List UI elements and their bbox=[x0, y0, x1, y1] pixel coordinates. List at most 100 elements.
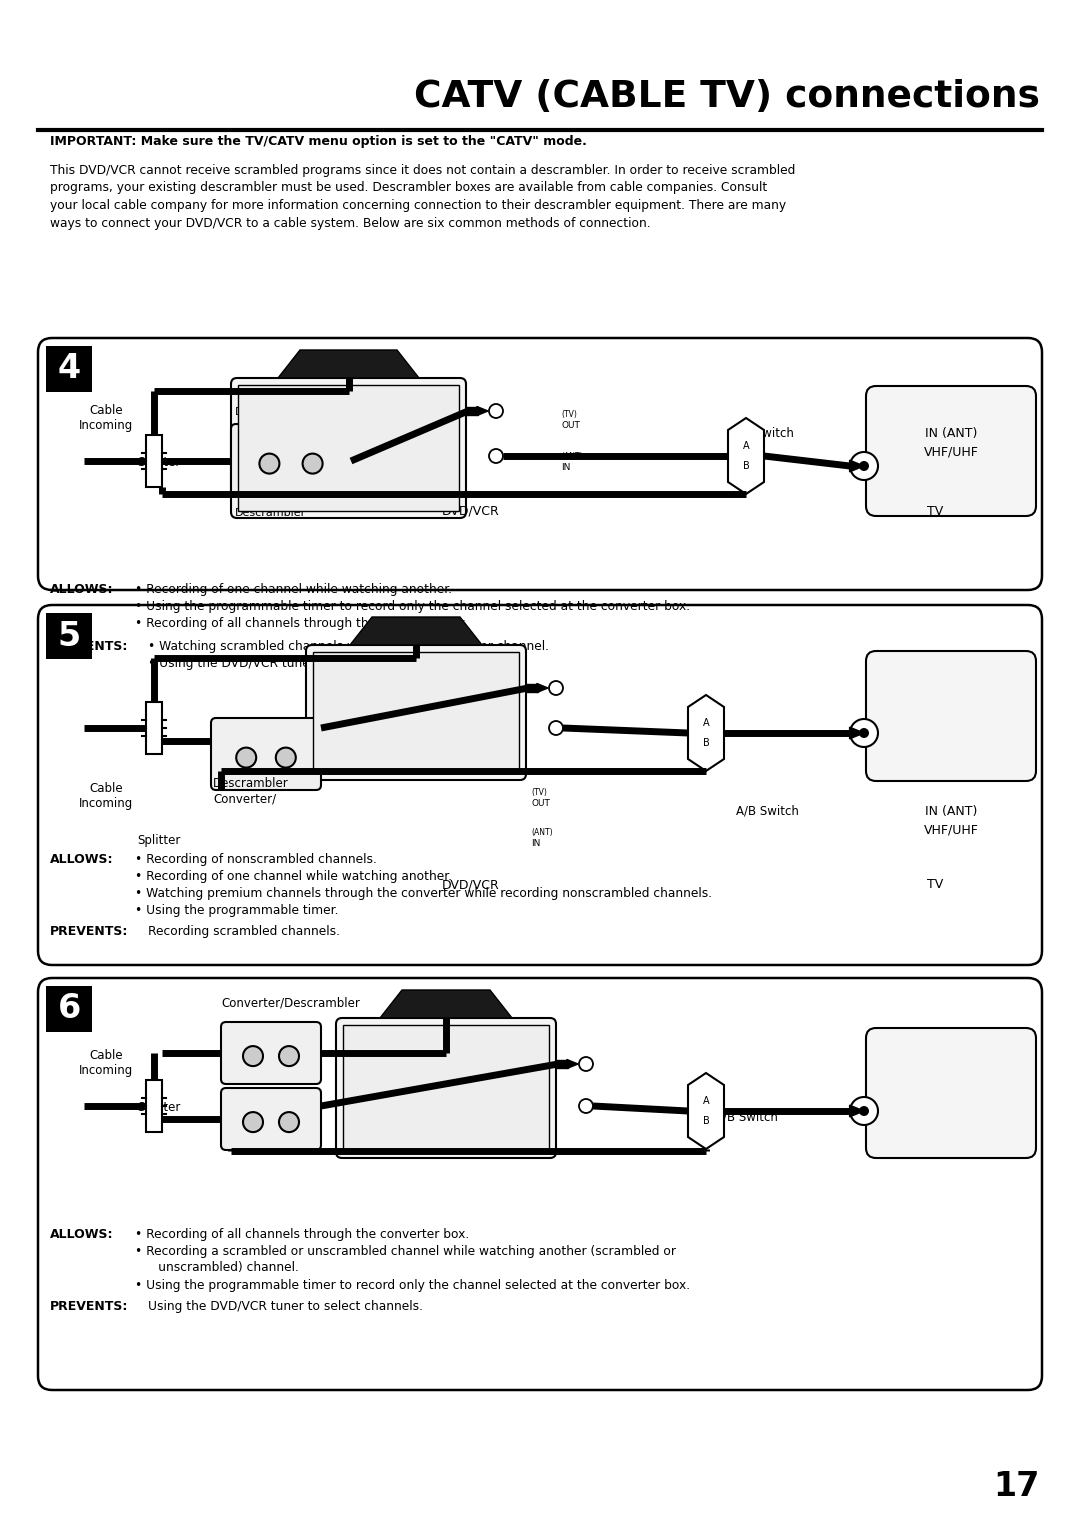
Circle shape bbox=[549, 681, 563, 695]
Text: Descrambler: Descrambler bbox=[235, 406, 307, 417]
Bar bbox=[46, 345, 92, 393]
Text: Converter/Descrambler: Converter/Descrambler bbox=[221, 996, 361, 1010]
Text: A/B Switch: A/B Switch bbox=[715, 1111, 778, 1125]
Text: 17: 17 bbox=[994, 1470, 1040, 1504]
Text: A/B Switch: A/B Switch bbox=[731, 426, 794, 439]
Text: Recording scrambled channels.: Recording scrambled channels. bbox=[148, 924, 340, 938]
Text: TV: TV bbox=[927, 504, 943, 518]
Text: 5: 5 bbox=[57, 619, 81, 652]
Polygon shape bbox=[728, 419, 764, 494]
FancyBboxPatch shape bbox=[866, 387, 1036, 516]
FancyBboxPatch shape bbox=[221, 1088, 321, 1151]
Text: • Using the programmable timer to record only the channel selected at the conver: • Using the programmable timer to record… bbox=[135, 1279, 690, 1293]
Text: • Recording a scrambled or unscrambled channel while watching another (scrambled: • Recording a scrambled or unscrambled c… bbox=[135, 1245, 676, 1274]
Polygon shape bbox=[380, 990, 512, 1018]
Text: TV: TV bbox=[927, 1144, 943, 1158]
Text: Incoming: Incoming bbox=[79, 419, 133, 432]
Text: OUT: OUT bbox=[471, 1071, 490, 1080]
Text: Cable: Cable bbox=[90, 782, 123, 795]
Polygon shape bbox=[850, 1105, 864, 1117]
Text: IN (ANT): IN (ANT) bbox=[924, 428, 977, 440]
FancyBboxPatch shape bbox=[38, 338, 1042, 590]
Text: Incoming: Incoming bbox=[79, 1063, 133, 1077]
Text: (TV): (TV) bbox=[531, 788, 546, 798]
Text: (TV): (TV) bbox=[561, 411, 577, 420]
Text: DVD/VCR: DVD/VCR bbox=[442, 1144, 500, 1158]
Circle shape bbox=[259, 454, 280, 474]
Circle shape bbox=[275, 747, 296, 767]
Text: (ANT): (ANT) bbox=[531, 828, 553, 837]
Polygon shape bbox=[350, 617, 482, 645]
Text: • Using the programmable timer.: • Using the programmable timer. bbox=[135, 905, 338, 917]
Polygon shape bbox=[850, 727, 864, 740]
Bar bbox=[465, 406, 478, 416]
Text: • Recording of one channel while watching another.: • Recording of one channel while watchin… bbox=[135, 584, 453, 596]
Text: DVD/VCR: DVD/VCR bbox=[442, 504, 500, 518]
FancyBboxPatch shape bbox=[38, 605, 1042, 966]
Text: IN: IN bbox=[531, 839, 540, 848]
Polygon shape bbox=[688, 695, 724, 772]
Text: (ANT): (ANT) bbox=[561, 452, 582, 461]
Text: PREVENTS:: PREVENTS: bbox=[50, 640, 129, 652]
Text: PREVENTS:: PREVENTS: bbox=[50, 1300, 129, 1313]
Polygon shape bbox=[567, 1059, 578, 1068]
Circle shape bbox=[859, 461, 869, 471]
Circle shape bbox=[850, 1097, 878, 1125]
Text: B: B bbox=[743, 461, 750, 471]
Text: Cable: Cable bbox=[90, 1050, 123, 1062]
Bar bbox=[46, 986, 92, 1031]
Text: IN (ANT): IN (ANT) bbox=[924, 805, 977, 819]
Text: (TV): (TV) bbox=[471, 1060, 487, 1070]
Text: Splitter: Splitter bbox=[137, 834, 180, 847]
Text: Descrambler: Descrambler bbox=[213, 778, 288, 790]
Text: 6: 6 bbox=[57, 993, 81, 1025]
Text: • Recording of one channel while watching another.: • Recording of one channel while watchin… bbox=[135, 869, 453, 883]
Circle shape bbox=[279, 1047, 299, 1067]
FancyBboxPatch shape bbox=[231, 377, 465, 518]
FancyBboxPatch shape bbox=[38, 978, 1042, 1390]
Text: ALLOWS:: ALLOWS: bbox=[50, 1229, 113, 1241]
Bar bbox=[313, 652, 519, 773]
Text: Converter/: Converter/ bbox=[241, 419, 300, 429]
Text: B: B bbox=[703, 738, 710, 749]
Text: IN: IN bbox=[561, 463, 570, 472]
Text: (ANT): (ANT) bbox=[471, 1105, 492, 1114]
Circle shape bbox=[579, 1099, 593, 1112]
Text: • Watching scrambled channels while recording another channel.: • Watching scrambled channels while reco… bbox=[148, 640, 549, 652]
Text: 4: 4 bbox=[57, 353, 81, 385]
Text: IN (ANT): IN (ANT) bbox=[924, 1073, 977, 1085]
Text: Converter/: Converter/ bbox=[213, 792, 276, 805]
Bar bbox=[526, 685, 538, 692]
Text: • Watching premium channels through the converter while recording nonscrambled c: • Watching premium channels through the … bbox=[135, 886, 712, 900]
Polygon shape bbox=[476, 406, 488, 416]
Text: PREVENTS:: PREVENTS: bbox=[50, 924, 129, 938]
Text: VHF/UHF: VHF/UHF bbox=[923, 446, 978, 458]
Circle shape bbox=[489, 449, 503, 463]
Text: Descrambler: Descrambler bbox=[235, 507, 307, 518]
FancyBboxPatch shape bbox=[211, 718, 321, 790]
Circle shape bbox=[859, 1106, 869, 1115]
Text: IMPORTANT: Make sure the TV/CATV menu option is set to the "CATV" mode.: IMPORTANT: Make sure the TV/CATV menu op… bbox=[50, 134, 586, 148]
Text: OUT: OUT bbox=[531, 799, 550, 808]
Text: A: A bbox=[703, 1096, 710, 1106]
Polygon shape bbox=[537, 683, 548, 692]
Text: A: A bbox=[703, 718, 710, 727]
Text: ALLOWS:: ALLOWS: bbox=[50, 584, 113, 596]
Circle shape bbox=[579, 1057, 593, 1071]
Text: • Using the DVD/VCR tuner to select channels.: • Using the DVD/VCR tuner to select chan… bbox=[148, 657, 434, 669]
Text: • Recording of all channels through the converter box.: • Recording of all channels through the … bbox=[135, 617, 469, 630]
Text: DVD/VCR: DVD/VCR bbox=[442, 879, 500, 891]
Text: Incoming: Incoming bbox=[79, 798, 133, 810]
Text: TV: TV bbox=[927, 879, 943, 891]
FancyBboxPatch shape bbox=[221, 1022, 321, 1083]
FancyBboxPatch shape bbox=[866, 651, 1036, 781]
Text: Splitter: Splitter bbox=[137, 1102, 180, 1114]
FancyBboxPatch shape bbox=[866, 1028, 1036, 1158]
Bar bbox=[146, 435, 162, 487]
Text: A: A bbox=[743, 442, 750, 451]
Text: Splitter: Splitter bbox=[137, 455, 180, 469]
Text: VHF/UHF: VHF/UHF bbox=[923, 824, 978, 836]
Text: VHF/UHF: VHF/UHF bbox=[923, 1091, 978, 1103]
Text: ALLOWS:: ALLOWS: bbox=[50, 853, 113, 866]
Circle shape bbox=[549, 721, 563, 735]
